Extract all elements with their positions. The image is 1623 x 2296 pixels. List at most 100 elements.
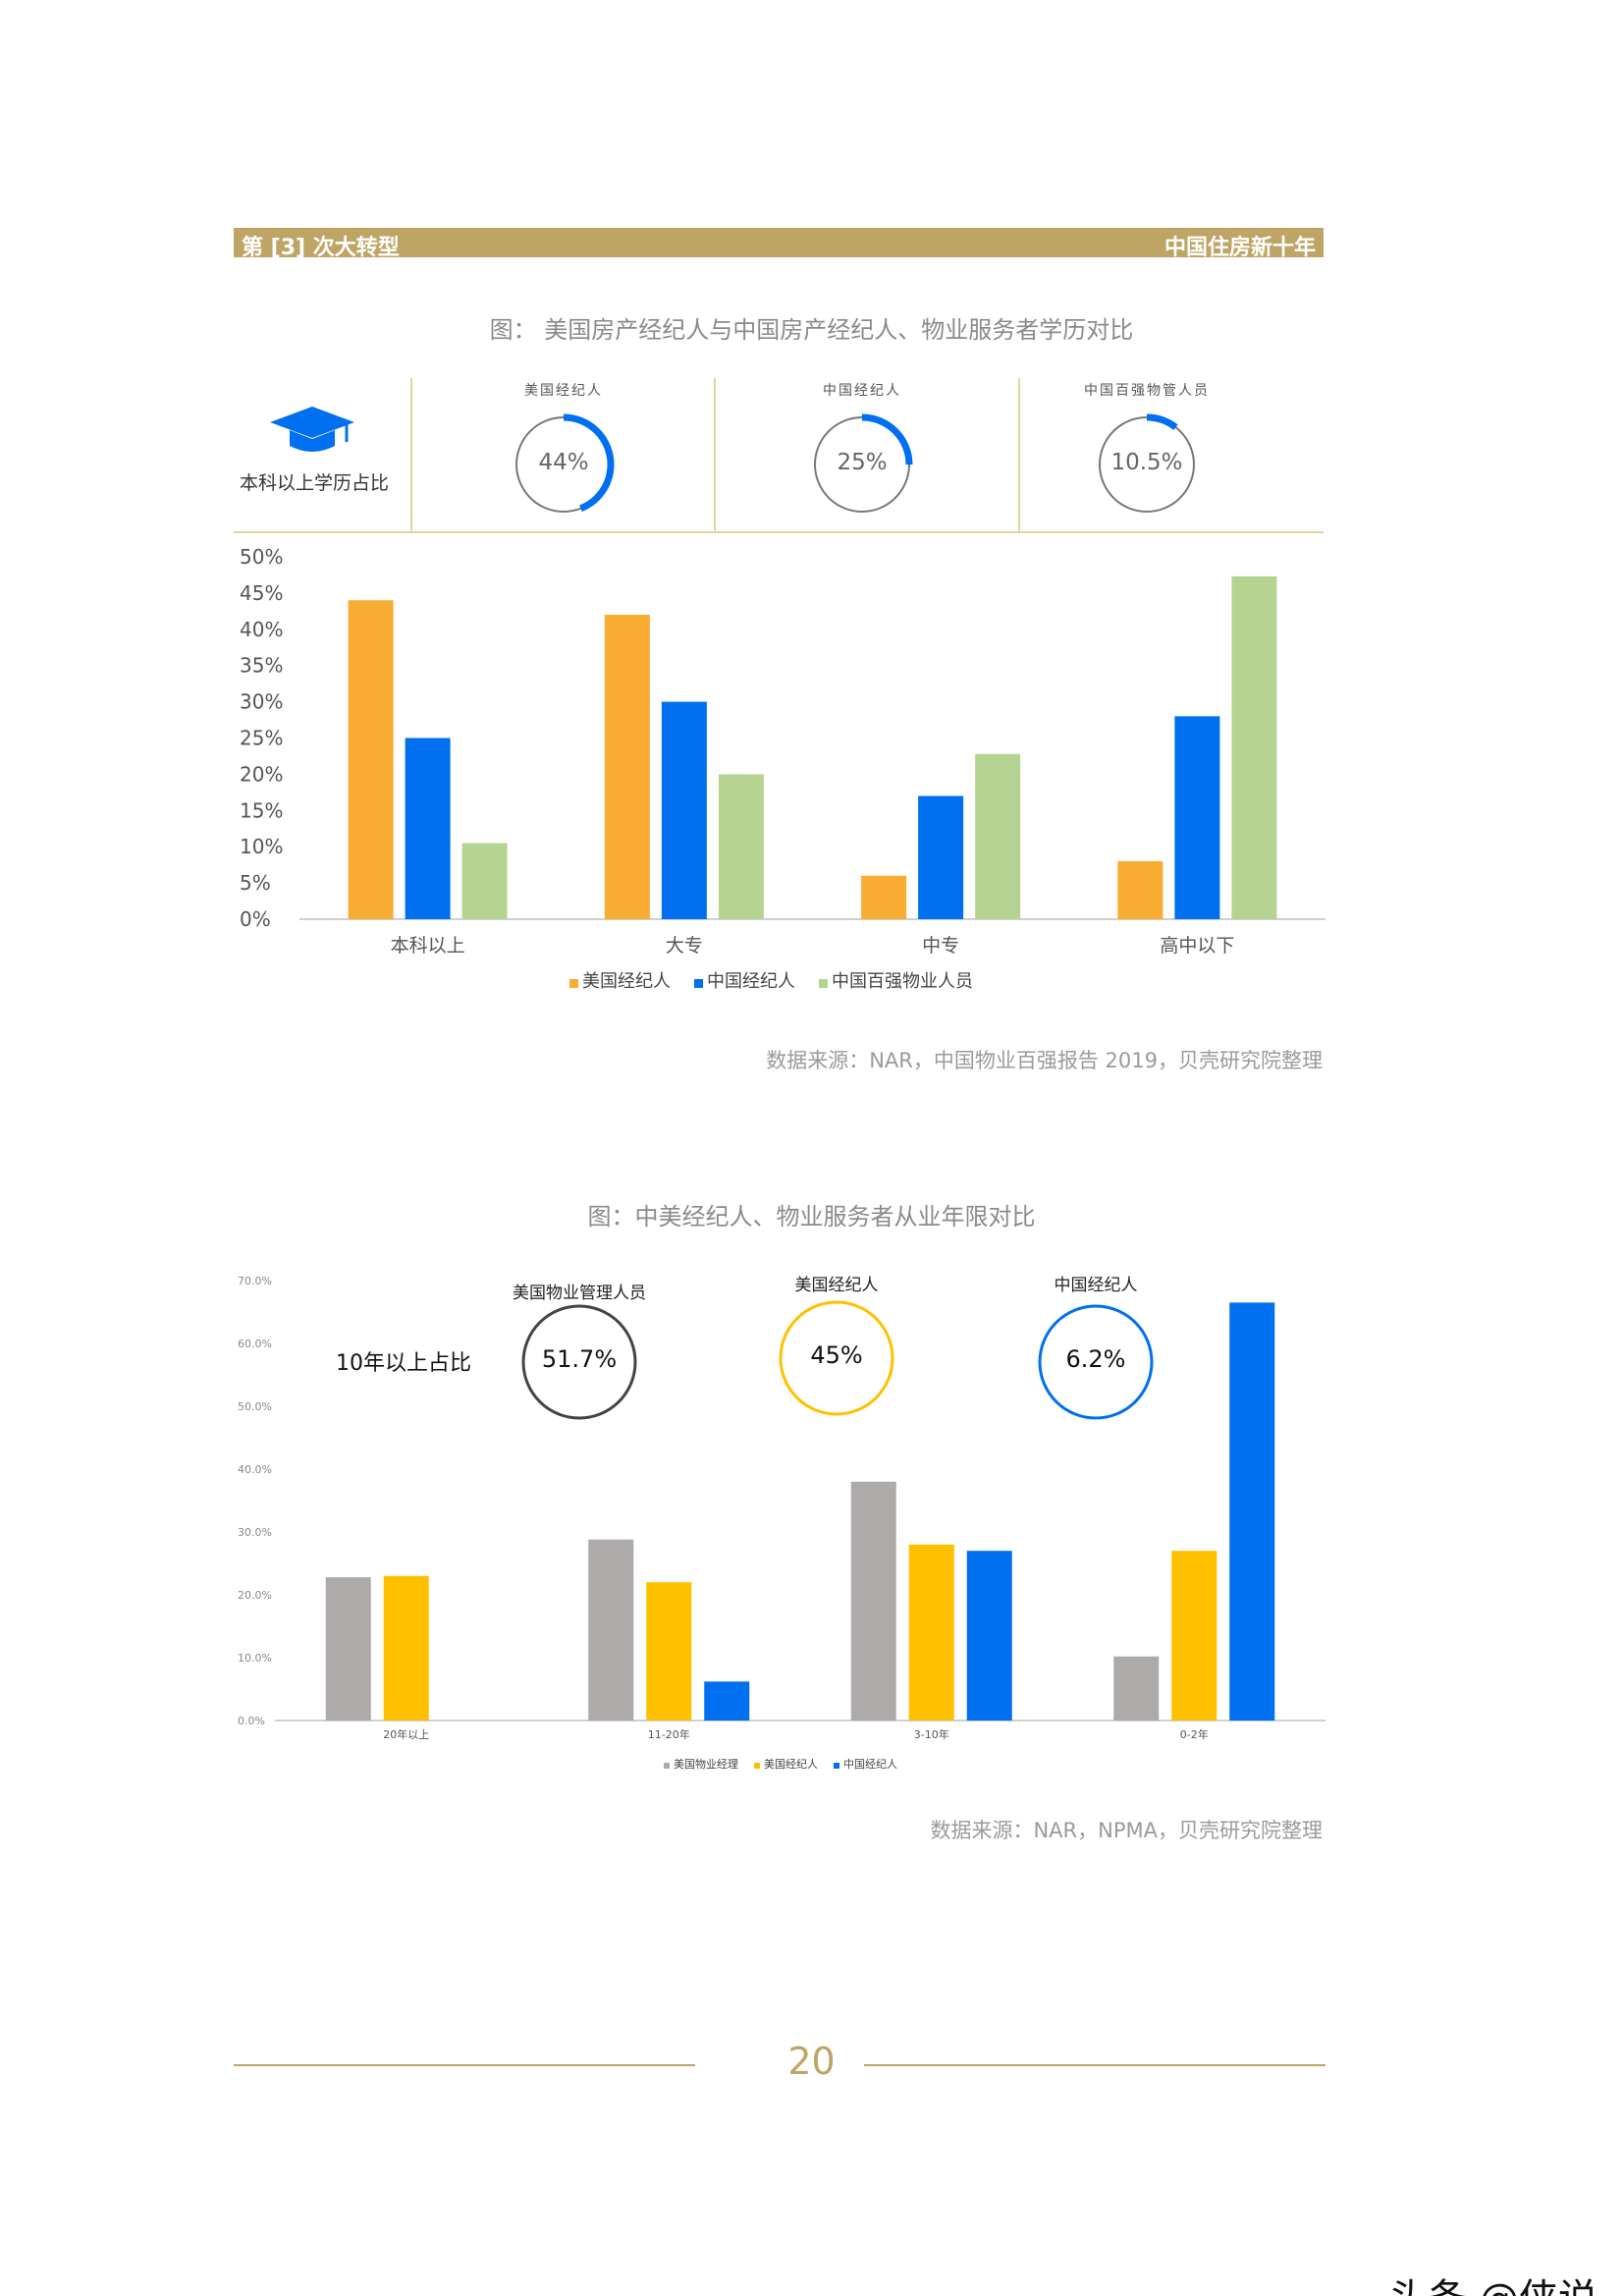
legend-swatch — [664, 1763, 670, 1769]
kpi-us-agent-2: 美国经纪人 — [729, 1271, 945, 1295]
education-kpi-row: 本科以上学历占比 美国经纪人 44% 中国经纪人 25% 中国百强物管人员 10… — [234, 378, 1324, 533]
bar — [405, 738, 451, 919]
y-tick-label: 10.0% — [238, 1652, 272, 1665]
y-tick-label: 40.0% — [238, 1463, 272, 1476]
bar — [588, 1539, 634, 1721]
kpi-label: 中国百强物管人员 — [1084, 383, 1210, 399]
bar — [383, 1575, 429, 1721]
y-tick-label: 15% — [240, 798, 283, 822]
y-tick-label: 40% — [240, 618, 283, 641]
x-category-label: 11-20年 — [648, 1727, 690, 1741]
chapter-label: 第 [3] 次大转型 — [242, 236, 400, 260]
kpi-cn-property: 中国百强物管人员 10.5% — [1049, 378, 1245, 531]
ring-gauge-cn-agent — [811, 413, 913, 516]
figure2-title: 图：中美经纪人、物业服务者从业年限对比 — [587, 1203, 1036, 1230]
ring-us-property-manager — [521, 1304, 637, 1420]
x-category-label: 3-10年 — [914, 1727, 949, 1741]
y-tick-label: 35% — [240, 654, 283, 678]
kpi-label: 美国经纪人 — [524, 383, 603, 399]
bar — [1171, 1551, 1217, 1721]
legend-label: 中国经纪人 — [707, 971, 795, 992]
kpi-cn-agent-2: 中国经纪人 — [988, 1271, 1204, 1295]
legend-swatch — [569, 979, 578, 988]
kpi-divider — [714, 378, 716, 531]
bar — [704, 1681, 750, 1721]
footer-line-left — [234, 2064, 695, 2066]
education-bar-chart: 0% 5% 10% 15% 20% 25% 30% 35% 40% 45% 50% 本科以上 大专 中专 高… — [240, 545, 1325, 992]
kpi-divider — [1018, 378, 1020, 531]
bar — [1229, 1302, 1275, 1721]
bar — [718, 774, 764, 919]
footer-line-right — [864, 2064, 1325, 2066]
bar — [908, 1544, 954, 1721]
y-tick-label: 20.0% — [238, 1589, 272, 1602]
bar — [966, 1551, 1012, 1721]
x-category-label: 20年以上 — [383, 1727, 429, 1741]
chart-legend: 美国物业经理 美国经纪人 中国经纪人 — [664, 1757, 897, 1771]
watermark: 头条 @侠说 — [1388, 2267, 1597, 2296]
x-category-label: 中专 — [922, 935, 959, 957]
kpi-cn-agent: 中国经纪人 25% — [764, 378, 960, 531]
legend-label: 美国经纪人 — [582, 971, 671, 992]
y-tick-label: 0% — [240, 907, 271, 931]
bar — [1231, 575, 1277, 919]
tenure-big-label: 10年以上占比 — [336, 1351, 471, 1376]
cap-block: 本科以上学历占比 — [234, 378, 410, 531]
kpi-label: 中国经纪人 — [823, 383, 901, 399]
x-category-label: 高中以下 — [1160, 935, 1234, 957]
y-tick-label: 45% — [240, 581, 283, 605]
bar — [325, 1577, 371, 1721]
y-tick-label: 70.0% — [238, 1275, 272, 1287]
figure1-title: 图： 美国房产经纪人与中国房产经纪人、物业服务者学历对比 — [489, 316, 1134, 344]
x-category-label: 本科以上 — [391, 935, 465, 957]
ring-us-agent — [779, 1300, 894, 1416]
ring-value: 44% — [538, 450, 589, 475]
bar — [850, 1481, 896, 1721]
ring-value: 45% — [810, 1341, 863, 1369]
bar — [918, 795, 964, 919]
legend-label: 中国经纪人 — [843, 1758, 897, 1771]
kpi-label: 美国物业管理人员 — [513, 1284, 646, 1303]
ring-gauge-us-agent — [513, 413, 615, 516]
bar — [348, 600, 394, 919]
y-tick-label: 30% — [240, 690, 283, 714]
y-tick-label: 50.0% — [238, 1400, 272, 1413]
bar — [1117, 860, 1163, 919]
book-title: 中国住房新十年 — [1163, 236, 1316, 260]
bar — [861, 875, 907, 919]
bar — [1113, 1656, 1160, 1721]
bar — [1174, 716, 1220, 919]
legend-label: 中国百强物业人员 — [832, 971, 973, 992]
bar — [646, 1582, 692, 1721]
bar — [461, 843, 508, 919]
y-tick-label: 25% — [240, 727, 283, 750]
y-tick-label: 5% — [240, 871, 271, 895]
ring-value: 6.2% — [1065, 1345, 1126, 1373]
legend-swatch — [694, 979, 703, 988]
kpi-row-underline — [234, 531, 1324, 533]
x-category-label: 大专 — [666, 935, 703, 957]
cap-label: 本科以上学历占比 — [240, 472, 390, 494]
bar — [661, 701, 707, 919]
page-number: 20 — [787, 2040, 836, 2083]
tenure-bar-chart: 0.0% 10.0% 20.0% 30.0% 40.0% 50.0% 60.0% 70.0% 2… — [238, 1275, 1325, 1771]
kpi-label: 中国经纪人 — [1054, 1276, 1138, 1295]
y-tick-label: 60.0% — [238, 1338, 272, 1350]
chart-legend: 美国经纪人 中国经纪人 中国百强物业人员 — [569, 971, 973, 992]
kpi-ring-wrap: 51.7% — [471, 1302, 687, 1420]
kpi-divider — [410, 378, 412, 531]
kpi-us-agent: 美国经纪人 44% — [465, 378, 662, 531]
ring-value: 10.5% — [1110, 450, 1183, 475]
legend-swatch — [819, 979, 828, 988]
figure1-source: 数据来源：NAR，中国物业百强报告 2019，贝壳研究院整理 — [766, 1049, 1323, 1072]
legend-swatch — [834, 1763, 839, 1769]
legend-swatch — [754, 1763, 760, 1769]
bar — [975, 753, 1021, 919]
kpi-us-property-manager: 美国物业管理人员 — [471, 1279, 687, 1303]
legend-label: 美国物业经理 — [674, 1757, 738, 1771]
bar — [604, 615, 650, 919]
x-category-label: 0-2年 — [1180, 1727, 1209, 1741]
y-tick-label: 0.0% — [238, 1715, 265, 1727]
kpi-ring-wrap: 6.2% — [988, 1302, 1204, 1420]
kpi-label: 美国经纪人 — [794, 1276, 879, 1295]
